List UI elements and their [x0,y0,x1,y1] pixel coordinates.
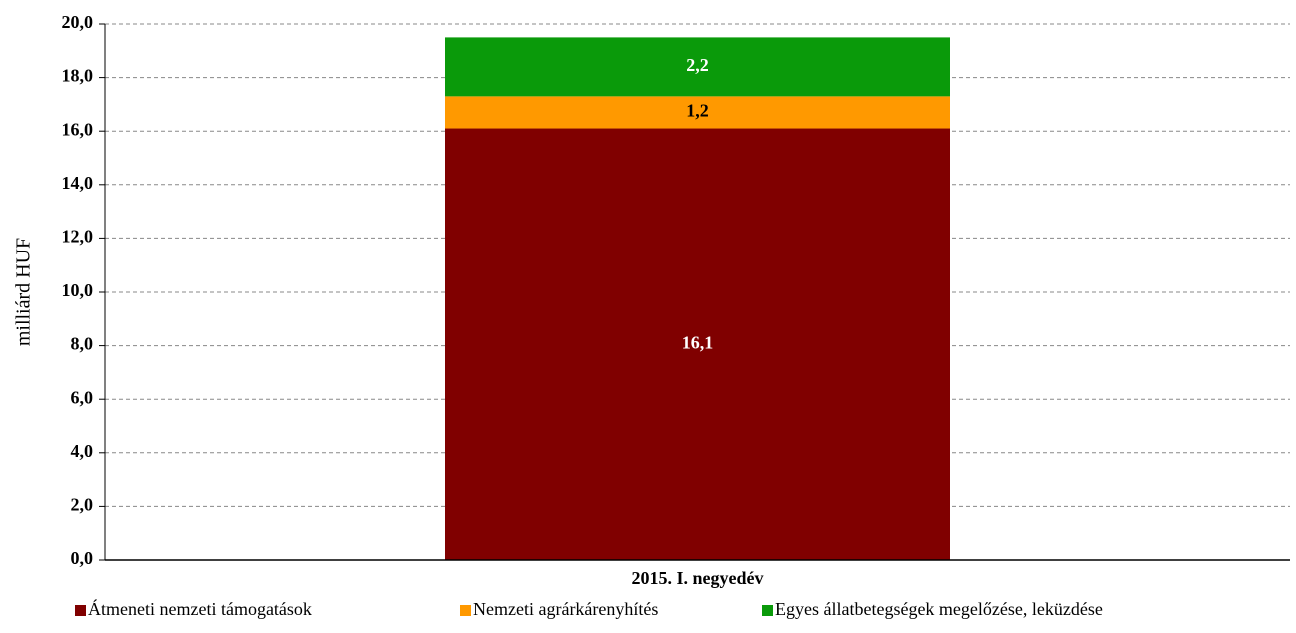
legend-label: Egyes állatbetegségek megelőzése, leküzd… [775,599,1103,619]
data-label: 2,2 [686,55,709,75]
legend-label: Nemzeti agrárkárenyhítés [473,599,658,619]
y-tick-label: 6,0 [71,387,94,407]
bar-segment [445,37,950,97]
y-tick-label: 12,0 [62,227,94,247]
y-axis-label: milliárd HUF [13,238,35,346]
x-tick-label: 2015. I. negyedév [632,568,764,588]
y-tick-label: 8,0 [71,334,94,354]
y-tick-label: 16,0 [62,119,94,139]
y-tick-label: 20,0 [62,12,94,32]
y-tick-label: 18,0 [62,66,94,86]
bar-segment [445,128,950,560]
bar-segment [445,96,950,129]
y-tick-label: 10,0 [62,280,94,300]
legend-swatch [460,605,471,616]
data-label: 1,2 [686,101,709,121]
y-tick-label: 4,0 [71,441,94,461]
legend-swatch [762,605,773,616]
y-tick-label: 14,0 [62,173,94,193]
y-tick-label: 0,0 [71,548,94,568]
legend-swatch [75,605,86,616]
y-tick-label: 2,0 [71,495,94,515]
legend-label: Átmeneti nemzeti támogatások [88,598,312,619]
data-label: 16,1 [682,332,714,352]
